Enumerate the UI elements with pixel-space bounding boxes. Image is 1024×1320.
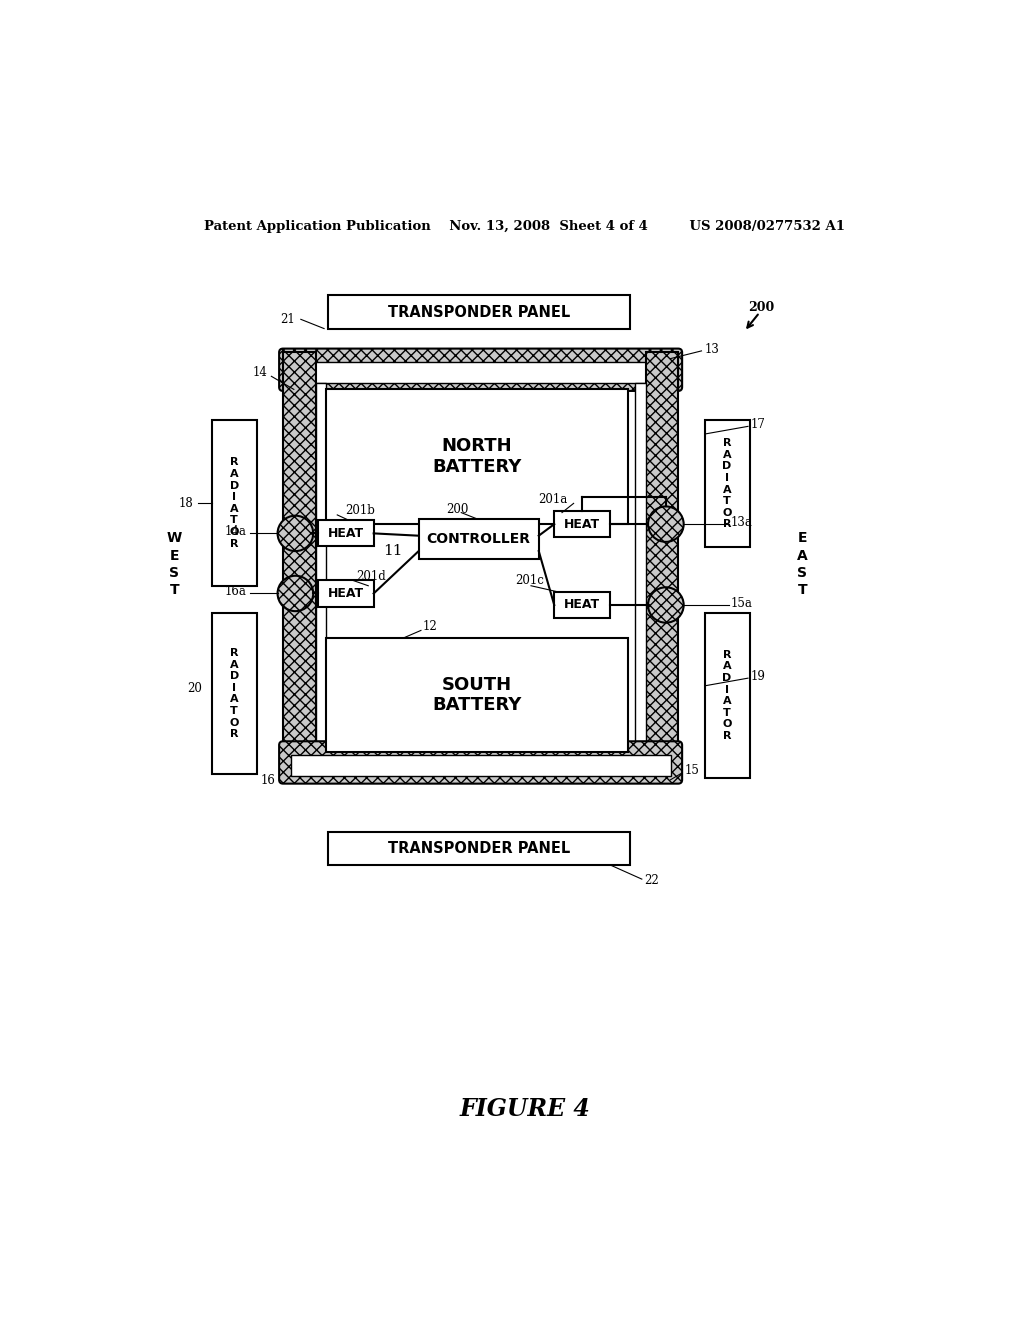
Text: 22: 22: [644, 874, 658, 887]
Bar: [554, 591, 610, 618]
Text: 16: 16: [260, 774, 275, 787]
Bar: [283, 352, 315, 744]
FancyBboxPatch shape: [280, 348, 682, 391]
Text: 21: 21: [281, 313, 295, 326]
Bar: [328, 832, 630, 866]
Text: 15a: 15a: [731, 597, 753, 610]
Text: CONTROLLER: CONTROLLER: [427, 532, 530, 545]
Text: 11: 11: [383, 544, 402, 558]
Text: 13: 13: [705, 343, 720, 356]
Text: HEAT: HEAT: [564, 517, 600, 531]
Bar: [317, 520, 374, 546]
Ellipse shape: [278, 516, 313, 552]
Text: R
A
D
I
A
T
O
R: R A D I A T O R: [722, 649, 732, 741]
Text: Patent Application Publication    Nov. 13, 2008  Sheet 4 of 4         US 2008/02: Patent Application Publication Nov. 13, …: [205, 219, 845, 232]
Text: 15: 15: [684, 764, 699, 777]
Text: 16a: 16a: [224, 585, 247, 598]
Bar: [705, 420, 750, 548]
Bar: [705, 612, 750, 779]
Text: TRANSPONDER PANEL: TRANSPONDER PANEL: [388, 305, 570, 319]
Ellipse shape: [278, 576, 313, 611]
Text: HEAT: HEAT: [328, 587, 364, 601]
Bar: [291, 755, 671, 776]
Text: 201a: 201a: [538, 492, 567, 506]
Bar: [646, 352, 678, 744]
Bar: [317, 581, 374, 607]
Text: 19: 19: [751, 671, 765, 684]
Text: 17: 17: [751, 418, 766, 432]
Bar: [326, 638, 628, 752]
Bar: [315, 383, 327, 742]
Text: TRANSPONDER PANEL: TRANSPONDER PANEL: [388, 841, 570, 857]
Bar: [212, 420, 257, 586]
Bar: [328, 296, 630, 329]
Text: R
A
D
I
A
T
O
R: R A D I A T O R: [229, 457, 239, 549]
Bar: [326, 389, 628, 524]
Ellipse shape: [648, 587, 684, 623]
Text: E
A
S
T: E A S T: [797, 531, 808, 597]
Text: 14: 14: [253, 366, 267, 379]
Text: NORTH
BATTERY: NORTH BATTERY: [432, 437, 521, 477]
Text: SOUTH
BATTERY: SOUTH BATTERY: [432, 676, 521, 714]
Text: 201b: 201b: [345, 504, 375, 517]
Text: 201c: 201c: [515, 574, 545, 587]
Bar: [635, 383, 646, 742]
Text: R
A
D
I
A
T
O
R: R A D I A T O R: [229, 648, 239, 739]
Ellipse shape: [648, 507, 684, 543]
Bar: [554, 511, 610, 537]
Text: 201d: 201d: [356, 570, 386, 583]
Text: 18: 18: [179, 496, 194, 510]
Text: 200: 200: [446, 503, 469, 516]
Text: HEAT: HEAT: [328, 527, 364, 540]
Text: 14a: 14a: [224, 525, 247, 539]
Text: 13a: 13a: [731, 516, 753, 529]
Text: 200: 200: [748, 301, 774, 314]
Bar: [291, 363, 671, 383]
Text: R
A
D
I
A
T
O
R: R A D I A T O R: [722, 438, 732, 529]
Text: W
E
S
T: W E S T: [167, 531, 182, 597]
Bar: [212, 612, 257, 775]
Text: HEAT: HEAT: [564, 598, 600, 611]
Text: 20: 20: [187, 681, 203, 694]
Bar: [419, 519, 539, 558]
FancyBboxPatch shape: [280, 742, 682, 784]
Text: FIGURE 4: FIGURE 4: [460, 1097, 590, 1122]
Text: 12: 12: [423, 620, 437, 634]
